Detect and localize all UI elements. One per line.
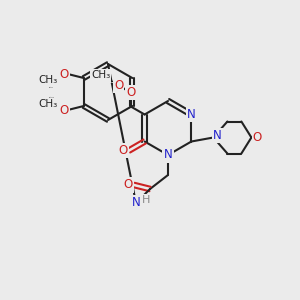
Text: N: N	[132, 196, 140, 209]
Text: methyl: methyl	[49, 86, 54, 88]
Text: O: O	[123, 178, 133, 191]
Text: O: O	[118, 144, 128, 157]
Text: O: O	[253, 131, 262, 144]
Text: CH₃: CH₃	[38, 75, 57, 85]
Text: CH₃: CH₃	[91, 70, 110, 80]
Text: O: O	[114, 79, 123, 92]
Text: N: N	[187, 108, 196, 121]
Text: O: O	[59, 68, 68, 80]
Text: N: N	[164, 148, 172, 161]
Text: O: O	[126, 86, 135, 99]
Text: O: O	[59, 103, 68, 116]
Text: methoxy: methoxy	[110, 82, 117, 83]
Text: H: H	[142, 195, 150, 205]
Text: CH₃: CH₃	[38, 99, 57, 109]
Text: methyl5: methyl5	[49, 96, 55, 98]
Text: N: N	[213, 129, 222, 142]
